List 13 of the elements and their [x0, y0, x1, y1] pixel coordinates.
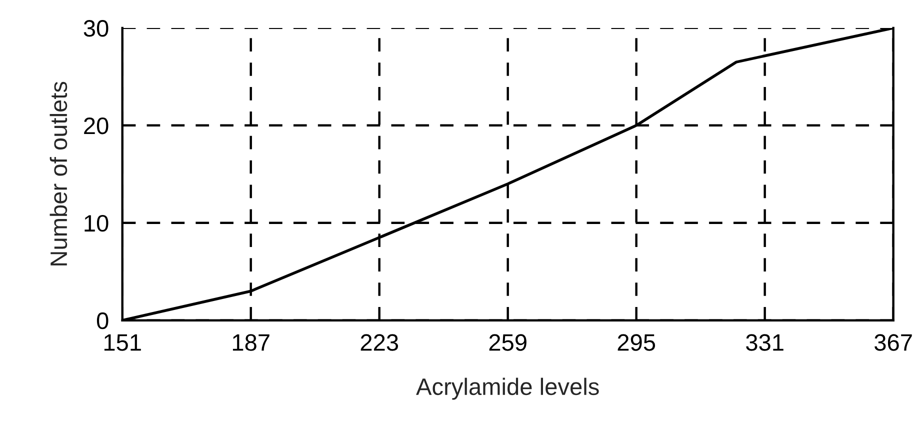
y-axis-title: Number of outlets	[50, 82, 68, 266]
x-tick-label: 259	[489, 334, 526, 351]
x-tick-label: 295	[618, 334, 656, 351]
x-axis-title: Acrylamide levels	[416, 378, 599, 400]
y-tick-label: 10	[84, 214, 108, 232]
x-tick-label: 331	[746, 334, 784, 351]
y-tick-label: 20	[84, 117, 108, 134]
x-tick-label: 151	[104, 334, 141, 351]
y-tick-label: 0	[96, 312, 108, 330]
x-tick-label: 223	[360, 334, 398, 351]
x-tick-label: 187	[232, 334, 270, 351]
x-tick-label: 367	[874, 334, 912, 351]
y-tick-label: 30	[84, 20, 108, 37]
